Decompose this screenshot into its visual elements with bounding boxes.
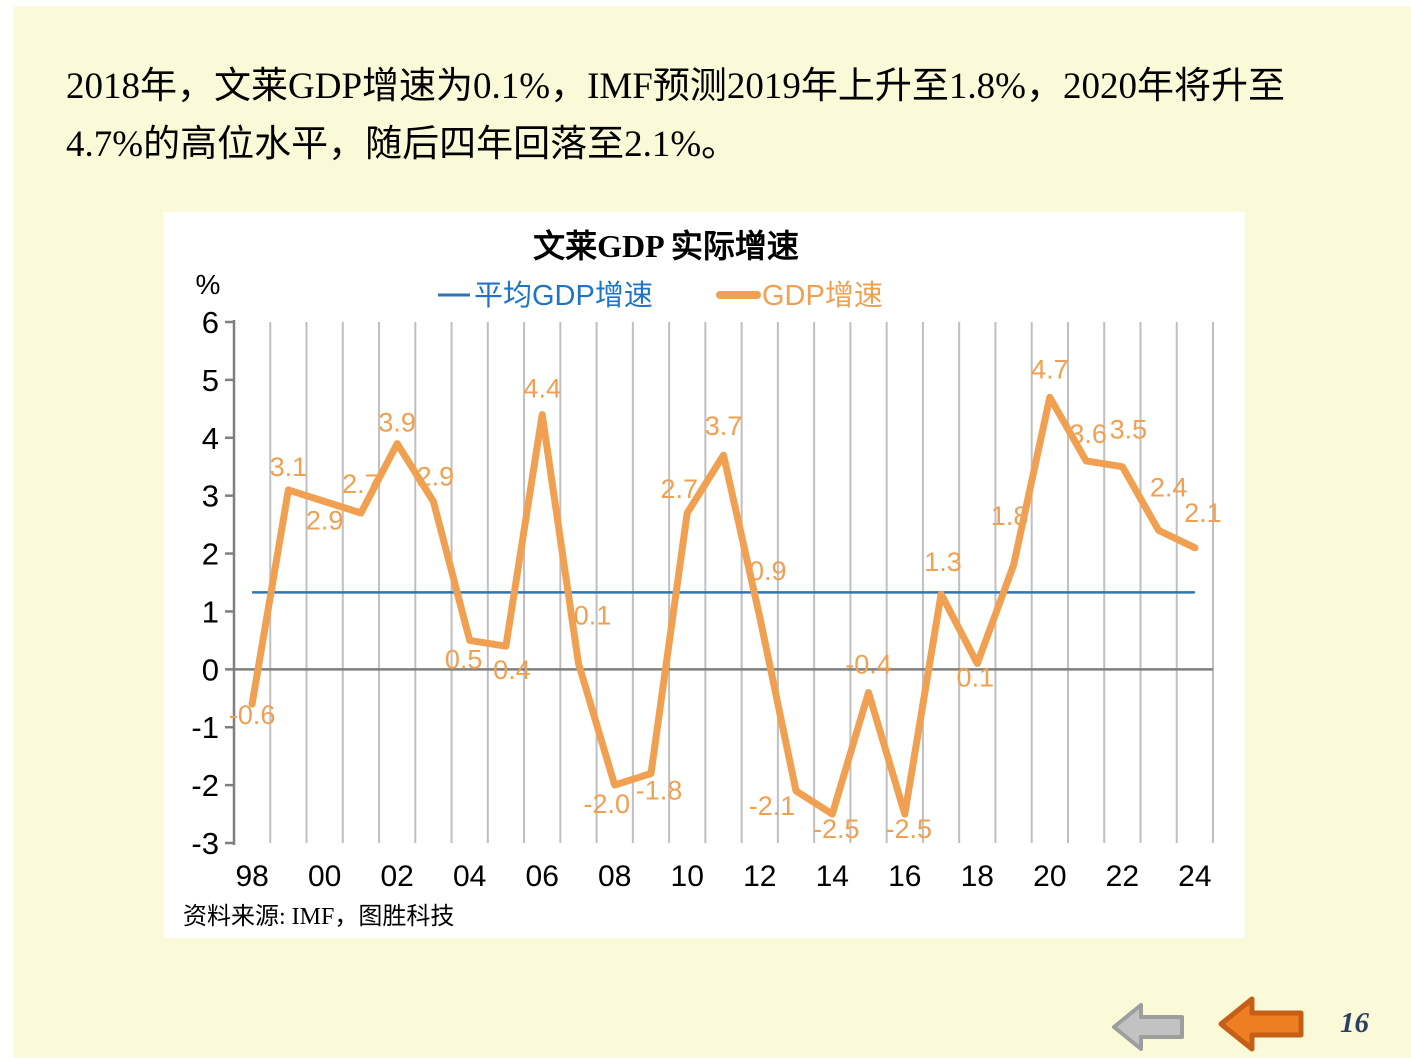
legend-gdp-label: GDP增速: [762, 279, 883, 312]
data-label-2021: 3.6: [1069, 419, 1107, 449]
gdp-chart-svg: 文莱GDP 实际增速 平均GDP增速 GDP增速 % 6543210-1-2-3…: [183, 228, 1222, 930]
chart-title: 文莱GDP 实际增速: [533, 228, 799, 264]
data-label-2012: 0.9: [749, 556, 787, 586]
nav-back-button-orange[interactable]: [1217, 994, 1305, 1054]
x-tick-label-2024: 24: [1178, 860, 1211, 893]
y-tick-label--2: -2: [191, 768, 219, 803]
data-label-1999: 3.1: [270, 452, 308, 482]
y-tick-label-6: 6: [202, 305, 219, 340]
y-tick-label-3: 3: [202, 479, 219, 514]
heading-line-1: 2018年，文莱GDP增速为0.1%，IMF预测2019年上升至1.8%，202…: [66, 66, 1285, 107]
x-tick-label-2014: 14: [816, 860, 849, 893]
x-tick-label-2016: 16: [888, 860, 921, 893]
source-note: 资料来源: IMF，图胜科技: [183, 903, 454, 930]
data-label-2017: 1.3: [924, 547, 962, 577]
data-label-2010: 2.7: [660, 474, 698, 504]
heading-line-2: 4.7%的高位水平，随后四年回落至2.1%。: [66, 124, 739, 165]
y-tick-label-2: 2: [202, 537, 219, 572]
y-tick-label-5: 5: [202, 363, 219, 398]
data-label-2018: 0.1: [957, 663, 995, 693]
data-label-2005: 0.4: [493, 655, 531, 685]
y-tick-label-4: 4: [202, 421, 219, 456]
data-label-2014: -2.5: [813, 814, 860, 844]
x-tick-label-1998: 98: [235, 860, 268, 893]
x-tick-label-2004: 04: [453, 860, 486, 893]
x-tick-label-2020: 20: [1033, 860, 1066, 893]
left-arrow-orange-icon[interactable]: [1218, 996, 1304, 1052]
gdp-growth-line: [248, 393, 1199, 818]
nav-back-button-gray[interactable]: [1111, 1001, 1185, 1053]
y-axis-unit-label: %: [196, 269, 221, 300]
data-label-2020: 4.7: [1031, 354, 1069, 384]
slide-heading: 2018年，文莱GDP增速为0.1%，IMF预测2019年上升至1.8%，202…: [66, 58, 1376, 174]
data-label-2009: -1.8: [636, 776, 683, 806]
y-tick-label--3: -3: [191, 826, 219, 861]
x-tick-label-2006: 06: [526, 860, 559, 893]
data-label-2022: 3.5: [1110, 415, 1148, 445]
data-label-2011: 3.7: [705, 411, 743, 441]
y-tick-label-1: 1: [202, 594, 219, 629]
y-tick-label-0: 0: [202, 652, 219, 687]
data-label-1998: -0.6: [229, 700, 276, 730]
gdp-chart-panel: 文莱GDP 实际增速 平均GDP增速 GDP增速 % 6 5 4 3 2 1 0 -1 -2 -3…: [163, 212, 1245, 938]
x-tick-label-2022: 22: [1106, 860, 1139, 893]
x-tick-label-2008: 08: [598, 860, 631, 893]
data-label-2001: 2.7: [342, 469, 380, 499]
data-label-2000: 2.9: [306, 505, 344, 535]
data-label-2007: 0.1: [574, 601, 612, 631]
data-label-2002: 3.9: [378, 408, 416, 438]
left-arrow-gray-icon[interactable]: [1112, 1003, 1184, 1051]
data-label-2019: 1.8: [991, 501, 1029, 531]
data-label-2016: -2.5: [886, 814, 933, 844]
x-tick-label-2002: 02: [380, 860, 413, 893]
data-label-2006: 4.4: [523, 374, 561, 404]
y-tick-label--1: -1: [191, 710, 219, 745]
x-tick-label-2010: 10: [671, 860, 704, 893]
x-tick-label-2000: 00: [308, 860, 341, 893]
data-label-2024: 2.1: [1184, 498, 1222, 528]
data-label-2003: 2.9: [417, 461, 455, 491]
legend-average-label: 平均GDP增速: [474, 279, 653, 312]
page-number: 16: [1340, 1007, 1369, 1039]
data-label-2013: -2.1: [749, 791, 796, 821]
x-tick-label-2012: 12: [743, 860, 776, 893]
x-tick-label-2018: 18: [961, 860, 994, 893]
data-label-2023: 2.4: [1150, 472, 1188, 502]
data-label-2015: -0.4: [845, 649, 892, 679]
data-label-2004: 0.5: [445, 644, 483, 674]
data-label-2008: -2.0: [583, 789, 630, 819]
